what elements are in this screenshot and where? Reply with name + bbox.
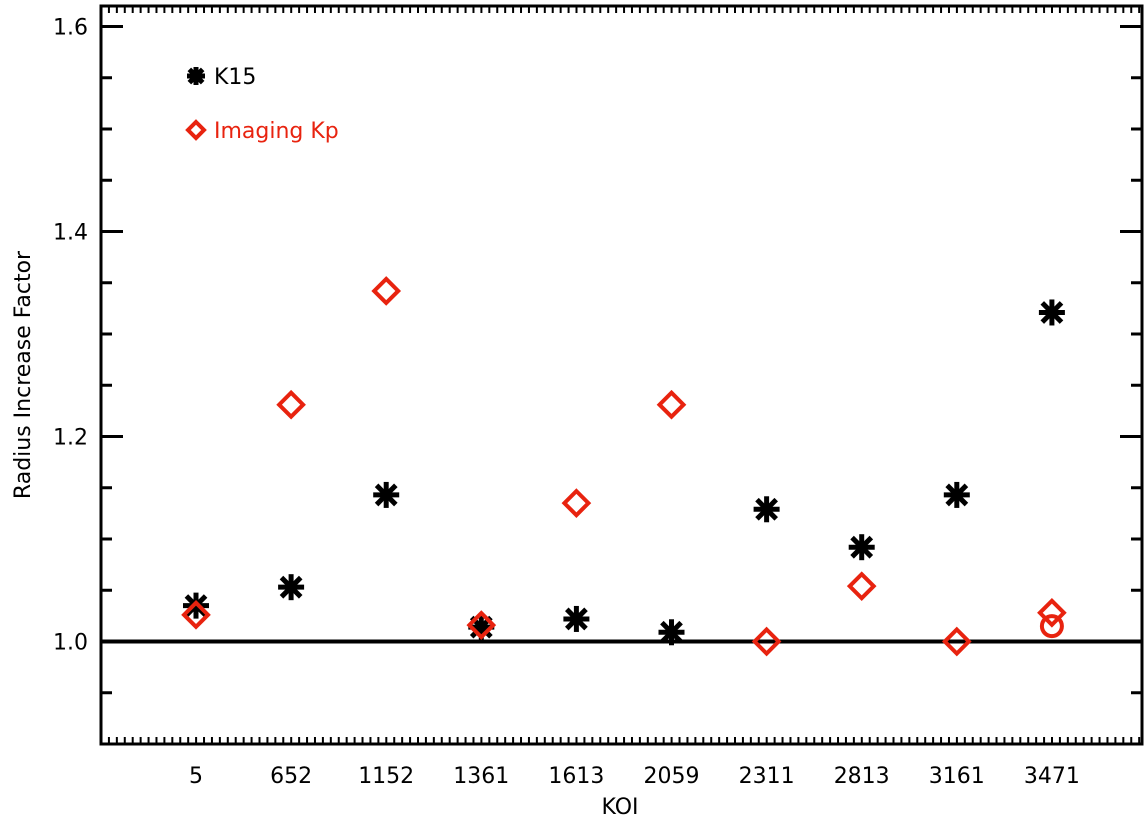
legend-imaging-kp-symbol [185,119,207,141]
x-axis-title: KOI [601,795,638,820]
y-tick-label: 1.6 [53,16,88,41]
k15-point [848,534,875,561]
k15-point [373,481,400,508]
x-tick-label: 1613 [548,764,604,789]
k15-point [1038,299,1065,326]
y-tick-label: 1.0 [53,631,88,656]
axis-ticks [101,6,1142,746]
asterisk-stroke [374,483,398,507]
asterisk-stroke [850,535,874,559]
asterisk-stroke [660,620,683,644]
imaging-kp-point [181,600,211,630]
tick-labels: 5 652 1152 1361 1613 2059 2311 2813 3161 3471 1.0 1… [53,16,1080,790]
y-tick-label: 1.4 [53,221,88,246]
imaging-kp-point [846,571,877,601]
x-tick-label: 2059 [644,764,700,789]
imaging-kp-point [276,389,306,420]
k15-point [563,605,590,632]
asterisk-stroke [945,483,969,507]
k15-point [753,496,780,523]
data-marks [181,276,1067,657]
asterisk-stroke [1040,301,1064,324]
k15-point [658,619,685,646]
imaging-kp-circle-point [1039,614,1064,639]
imaging-kp-point [371,276,402,306]
legend-imaging-kp-marker [185,119,207,141]
x-tick-label: 2813 [834,764,890,789]
plot-border [99,4,1144,746]
imaging-kp-point [1037,597,1067,628]
asterisk-stroke [279,575,303,599]
imaging-kp-point [941,626,972,657]
imaging-kp-point [561,488,592,518]
x-tick-label: 3161 [929,764,985,789]
asterisk-stroke [755,497,778,521]
y-tick-label: 1.2 [53,426,88,451]
legend-k15-marker [187,67,205,85]
legend-k15-symbol [187,67,205,85]
k15-point [278,574,305,601]
x-tick-label: 1152 [358,764,414,789]
imaging-kp-point [466,610,497,640]
imaging-kp-point [656,389,687,420]
legend: K15 Imaging Kp [185,65,339,144]
x-tick-label: 652 [270,764,312,789]
x-tick-label: 1361 [453,764,509,789]
asterisk-stroke [187,67,205,85]
x-tick-label: 2311 [739,764,795,789]
k15-point [943,481,970,508]
y-axis-title: Radius Increase Factor [11,250,36,499]
legend-k15-label: K15 [214,65,256,90]
legend-imaging-kp-label: Imaging Kp [214,119,339,144]
asterisk-stroke [565,607,588,631]
plot-frame [99,4,1144,746]
x-tick-label: 5 [189,764,203,789]
x-tick-label: 3471 [1024,764,1080,789]
imaging-kp-point [751,626,782,657]
